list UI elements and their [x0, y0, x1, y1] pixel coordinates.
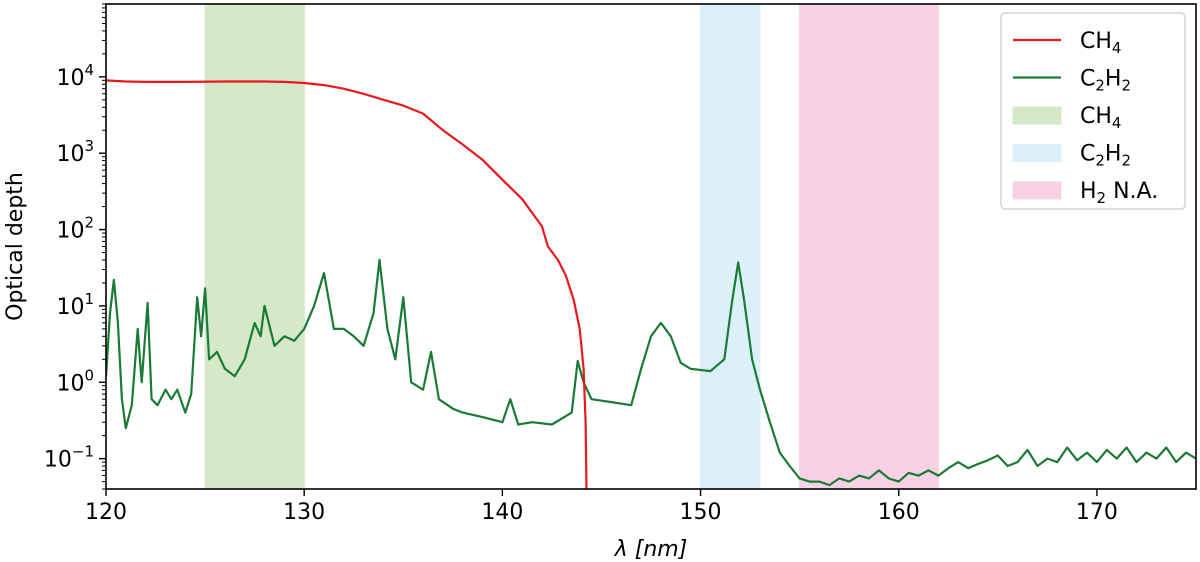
legend-patch	[1012, 144, 1062, 162]
line-c2h2	[106, 258, 1196, 487]
legend-patch	[1012, 106, 1062, 125]
x-tick-label: 150	[680, 500, 722, 525]
y-tick-label: 104	[56, 61, 94, 91]
x-tick-label: 170	[1076, 500, 1118, 525]
y-tick-label: 100	[56, 366, 94, 396]
band-h2-n-a-	[799, 3, 939, 490]
legend-label: C2H2	[1080, 142, 1131, 170]
shaded-bands	[204, 3, 939, 490]
x-tick-label: 120	[85, 500, 127, 525]
y-tick-label: 10−1	[44, 443, 94, 473]
y-axis-ticks: 10−1 100 101 102 103 104	[44, 3, 106, 490]
legend-label: CH4	[1080, 29, 1121, 57]
y-tick-label: 101	[56, 290, 94, 320]
band-ch4	[204, 3, 305, 490]
x-tick-label: 130	[283, 500, 325, 525]
y-tick-label: 103	[56, 137, 94, 167]
line-ch4	[106, 79, 588, 489]
x-axis-title: λ [nm]	[614, 537, 688, 562]
legend-label: CH4	[1080, 104, 1121, 132]
x-tick-label: 160	[878, 500, 920, 525]
legend-label: C2H2	[1080, 67, 1131, 95]
y-tick-label: 102	[56, 214, 94, 244]
band-c2h2	[699, 3, 761, 490]
legend: CH4 C2H2 CH4 C2H2 H2 N.A.	[1000, 12, 1186, 210]
series-lines	[106, 79, 1196, 489]
legend-label: H2 N.A.	[1080, 179, 1158, 207]
y-axis-title: Optical depth	[3, 172, 28, 321]
x-tick-label: 140	[481, 500, 523, 525]
x-axis-ticks: 120 130 140 150 160 170	[85, 489, 1118, 525]
legend-patch	[1012, 181, 1062, 200]
